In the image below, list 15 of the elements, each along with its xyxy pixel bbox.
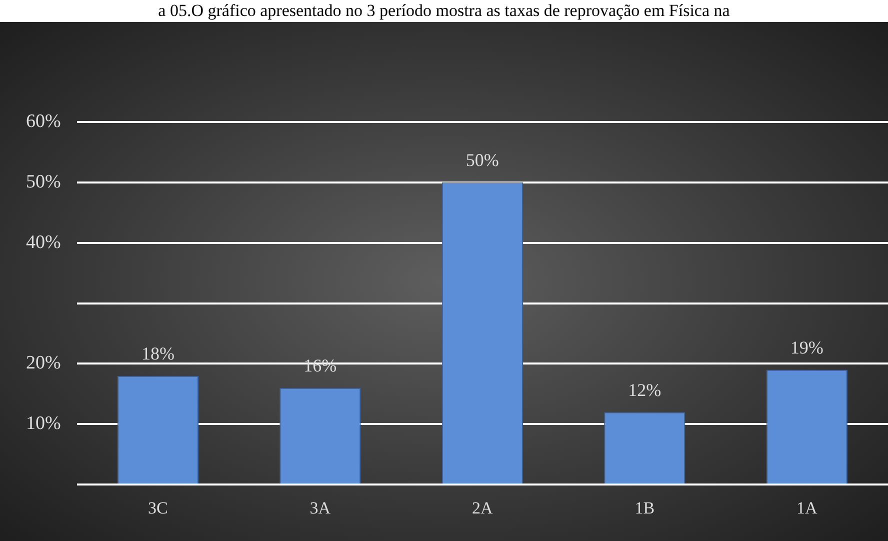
data-label: 18%	[141, 344, 174, 364]
data-label: 12%	[628, 380, 662, 400]
x-tick-label: 1B	[634, 498, 655, 518]
data-label: 19%	[790, 338, 824, 358]
x-tick-label: 1A	[796, 498, 818, 518]
y-tick-label: 60%	[26, 110, 61, 132]
data-label: 50%	[466, 150, 499, 170]
y-tick-label: 10%	[26, 413, 61, 434]
x-tick-label: 2A	[472, 498, 494, 518]
y-tick-label: 40%	[26, 232, 61, 253]
chart-title: a 05.O gráfico apresentado no 3 período mostra as taxas de reprovação em Física na	[157, 0, 731, 22]
x-tick-label: 3A	[310, 498, 332, 518]
y-tick-label: 50%	[26, 171, 61, 192]
x-tick-label: 3C	[148, 498, 168, 518]
y-tick-label: 20%	[26, 352, 61, 374]
